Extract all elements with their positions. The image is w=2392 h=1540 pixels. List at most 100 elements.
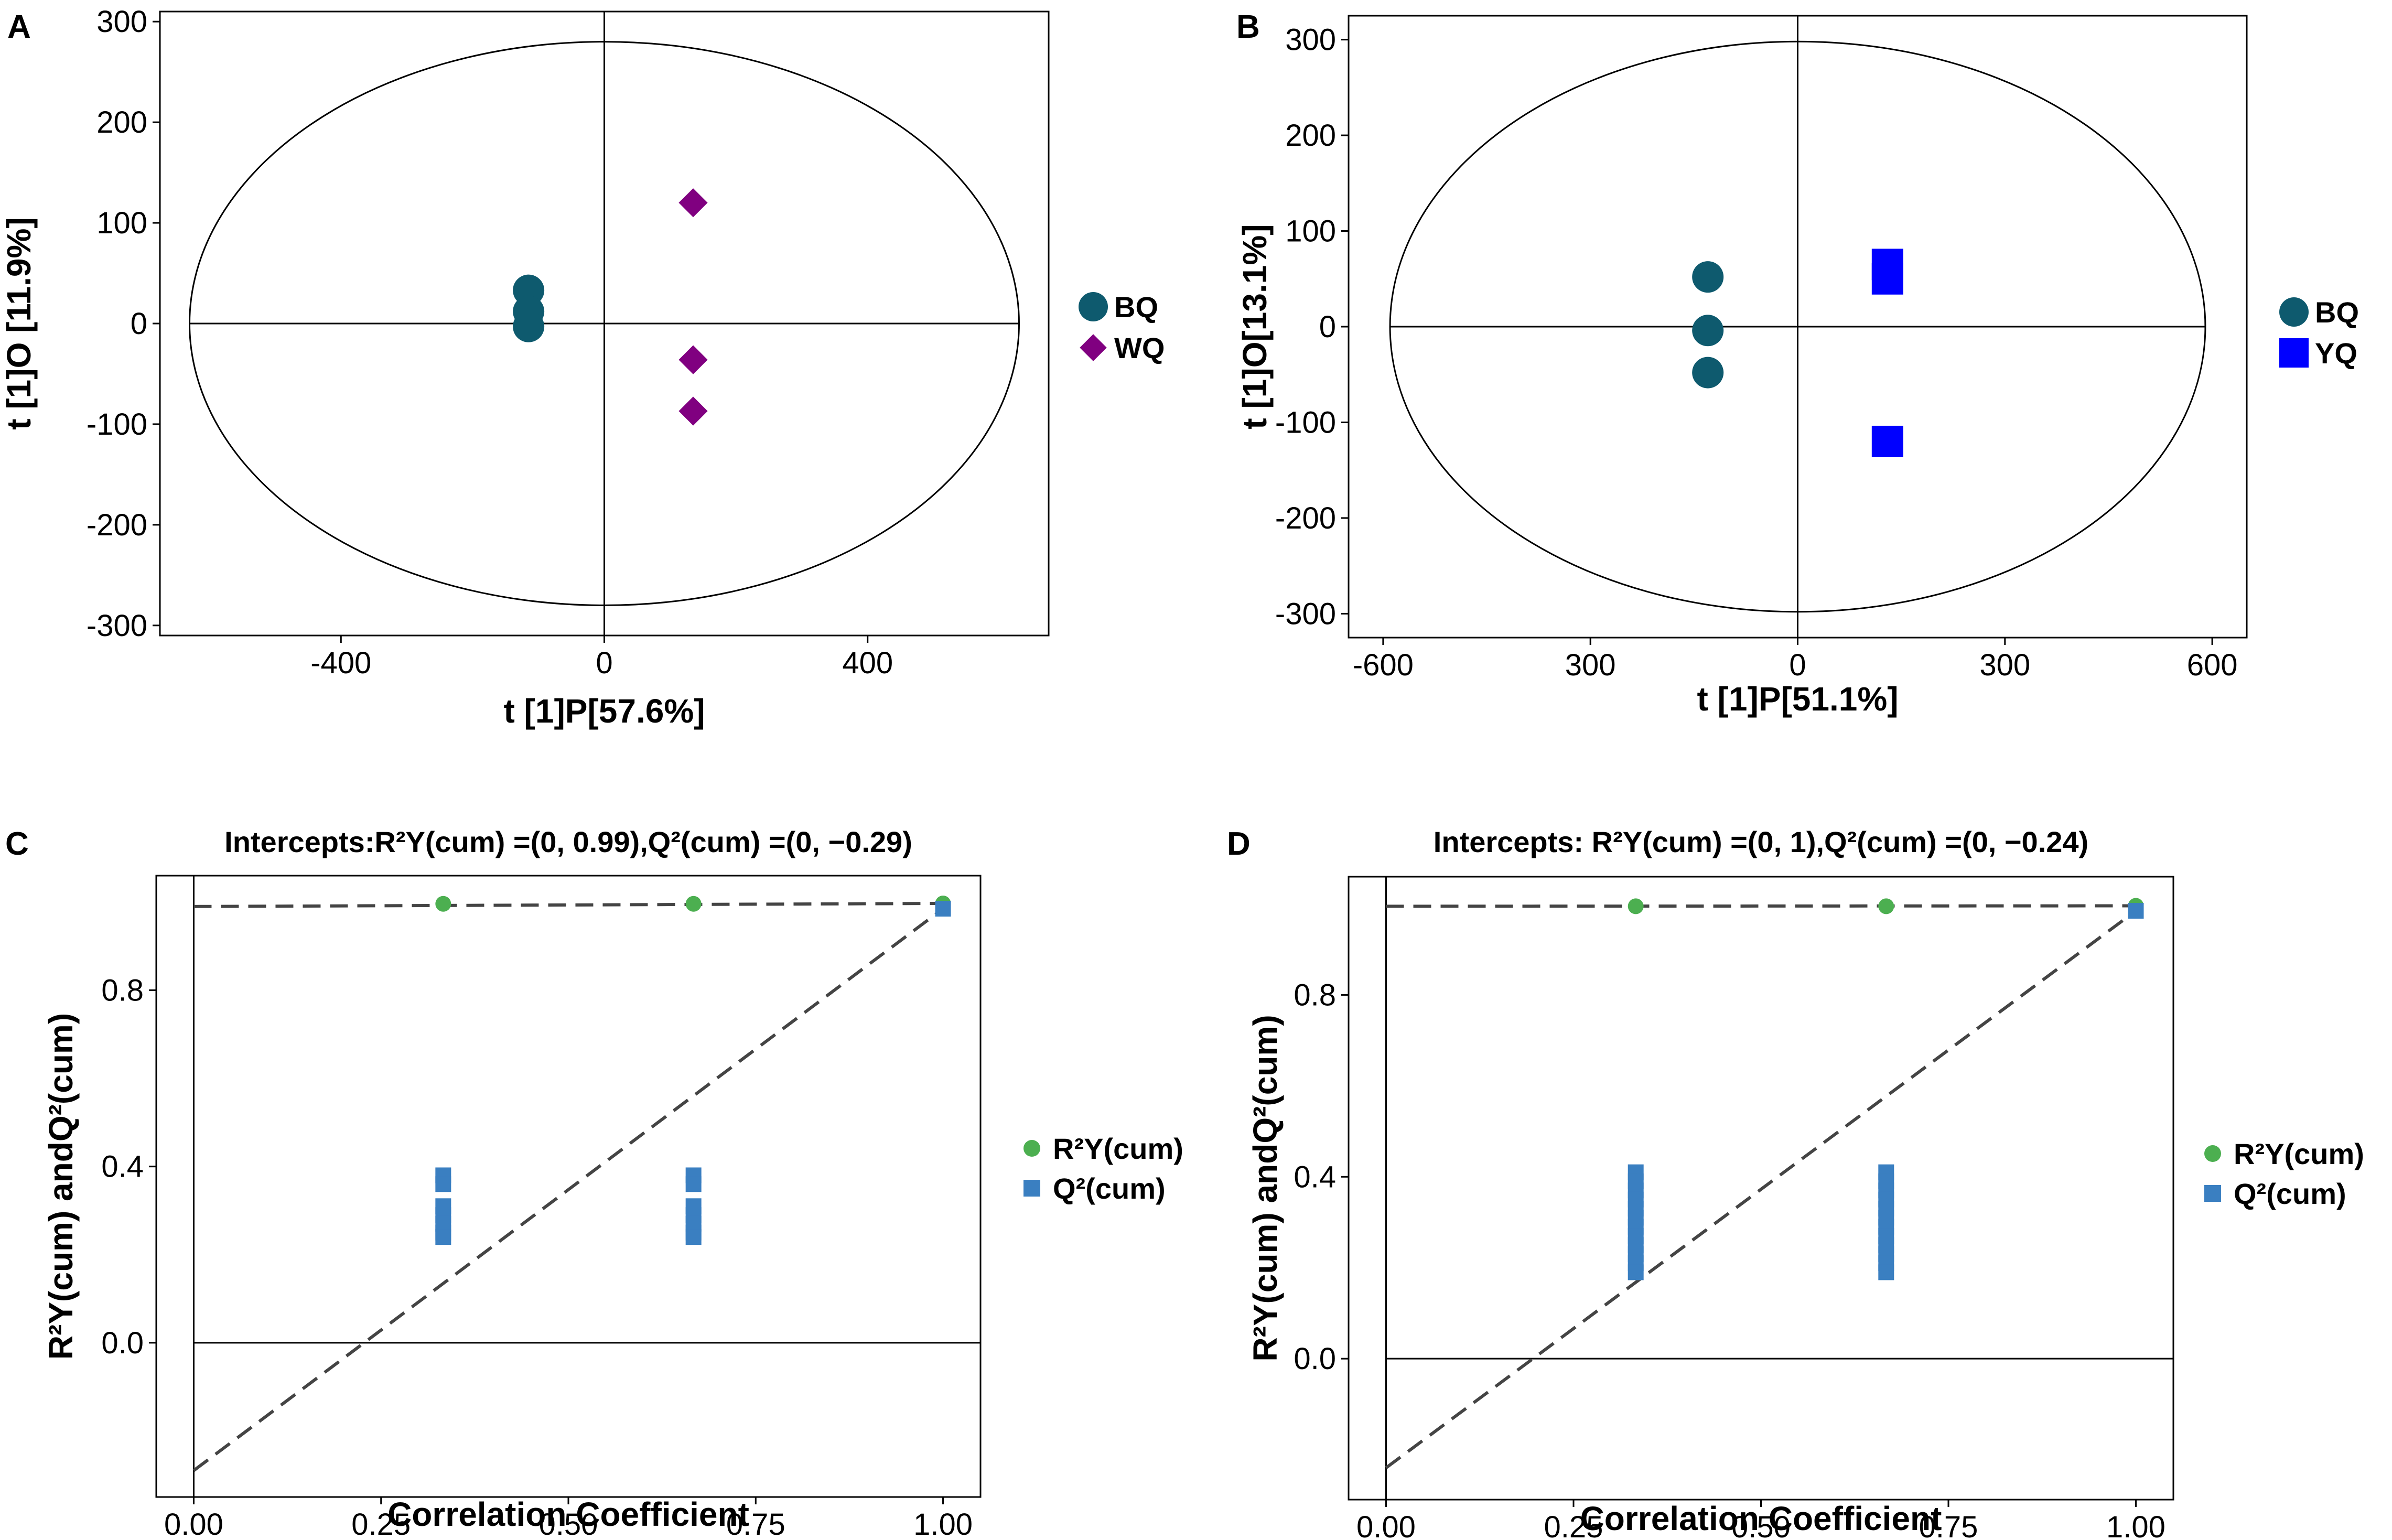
- plot-frame: [155, 875, 982, 1498]
- legend-label: R²Y(cum): [2234, 1137, 2364, 1170]
- data-point: [678, 345, 708, 374]
- y-axis-label: R²Y(cum) andQ²(cum): [1246, 1015, 1284, 1361]
- x-tick-label: 0.00: [1356, 1510, 1416, 1540]
- plot-title: Intercepts: R²Y(cum) =(0, 1),Q²(cum) =(0…: [1434, 825, 2088, 858]
- y-tick-label: 300: [96, 5, 147, 39]
- panel-c: C Intercepts:R²Y(cum) =(0, 0.99),Q²(cum) …: [5, 825, 1183, 1540]
- data-point: [1878, 1264, 1894, 1280]
- x-tick-label: 0.50: [539, 1507, 598, 1540]
- series-wq: [678, 188, 708, 426]
- data-point: [1878, 898, 1894, 914]
- legend-marker: [1023, 1140, 1040, 1157]
- y-tick-label: 0.0: [1294, 1342, 1336, 1376]
- x-tick-label: 0: [1789, 648, 1806, 682]
- x-axis-label: Correlation Coefficient: [387, 1495, 749, 1533]
- x-tick-label: 300: [1979, 648, 2030, 682]
- series-rycum: [1628, 898, 2144, 914]
- x-tick-label: -600: [1353, 648, 1414, 682]
- y-tick-label: -300: [87, 609, 147, 643]
- panel-letter: B: [1236, 9, 1260, 45]
- y-tick-label: 0.0: [101, 1326, 144, 1360]
- y-tick-label: 300: [1285, 23, 1336, 57]
- legend-label: Q²(cum): [2234, 1177, 2346, 1210]
- y-tick-label: -200: [1275, 501, 1336, 535]
- data-point: [2128, 903, 2144, 919]
- confidence-ellipse: [1389, 40, 2206, 613]
- regression-line-q2: [192, 907, 944, 1472]
- x-tick-label: 0.50: [1731, 1510, 1791, 1540]
- y-tick-label: 100: [1285, 214, 1336, 249]
- x-tick-label: 0.25: [351, 1507, 411, 1540]
- data-point: [435, 896, 451, 912]
- y-axis-label: t [1]O[13.1%]: [1236, 224, 1274, 429]
- data-point: [685, 1176, 702, 1192]
- legend-label: YQ: [2315, 337, 2357, 370]
- x-tick-label: 0.75: [726, 1507, 785, 1540]
- x-tick-label: 0: [596, 646, 612, 680]
- panel-letter: C: [5, 826, 29, 862]
- panel-letter: A: [7, 9, 31, 45]
- y-tick-label: -100: [87, 407, 147, 441]
- data-point: [1871, 425, 1903, 457]
- x-tick-label: -400: [310, 646, 371, 680]
- data-point: [435, 1229, 451, 1245]
- legend-label: R²Y(cum): [1053, 1132, 1183, 1165]
- plot-title: Intercepts:R²Y(cum) =(0, 0.99),Q²(cum) =…: [224, 825, 912, 858]
- data-point: [435, 1176, 451, 1192]
- regression-line-q2: [1385, 909, 2137, 1469]
- y-tick-label: 0.4: [101, 1150, 144, 1184]
- legend-marker: [2204, 1145, 2221, 1162]
- legend-label: WQ: [1114, 331, 1165, 364]
- legend-label: BQ: [1114, 290, 1158, 324]
- series-bq: [1692, 261, 1724, 389]
- y-tick-label: 0: [1319, 310, 1336, 344]
- legend-label: BQ: [2315, 296, 2359, 329]
- legend-marker: [1023, 1180, 1040, 1197]
- y-tick-label: 200: [96, 105, 147, 139]
- panel-d: D Intercepts: R²Y(cum) =(0, 1),Q²(cum) =(…: [1227, 825, 2364, 1540]
- data-point: [1628, 898, 1644, 914]
- panel-a: A -400 0 400 -300 -200 -100 0 100 200 300 t [1]P[57…: [0, 5, 1165, 730]
- y-tick-label: 0.8: [101, 974, 144, 1008]
- x-tick-label: 1.00: [2106, 1510, 2165, 1540]
- data-point: [685, 1229, 702, 1245]
- legend-marker: [1080, 334, 1107, 361]
- data-point: [1628, 1264, 1644, 1280]
- x-tick-label: 600: [2187, 648, 2238, 682]
- y-tick-label: -100: [1275, 405, 1336, 439]
- data-point: [1692, 357, 1724, 389]
- y-tick-label: 0.4: [1294, 1160, 1336, 1194]
- x-axis-label: t [1]P[51.1%]: [1697, 680, 1898, 718]
- y-axis-label: t [1]O [11.9%]: [0, 217, 38, 429]
- y-tick-label: -300: [1275, 597, 1336, 631]
- data-point: [678, 396, 708, 426]
- legend-label: Q²(cum): [1053, 1172, 1166, 1205]
- confidence-ellipse: [189, 41, 1020, 606]
- data-point: [935, 901, 951, 917]
- y-tick-label: 0: [131, 307, 147, 341]
- x-tick-label: 400: [842, 646, 893, 680]
- x-tick-label: 0.75: [1919, 1510, 1978, 1540]
- x-tick-label: 300: [1565, 648, 1616, 682]
- data-point: [1692, 315, 1724, 347]
- series-qcum: [1628, 903, 2144, 1280]
- x-axis-label: Correlation Coefficient: [1580, 1500, 1942, 1537]
- data-point: [685, 896, 702, 912]
- regression-line-r2y: [193, 901, 943, 908]
- x-tick-label: 0.00: [164, 1507, 223, 1540]
- series-yq: [1871, 249, 1903, 457]
- y-tick-label: 200: [1285, 119, 1336, 153]
- legend-marker: [2279, 297, 2309, 327]
- x-tick-label: 0.25: [1544, 1510, 1603, 1540]
- panel-letter: D: [1227, 826, 1251, 862]
- data-point: [678, 188, 708, 218]
- series-rycum: [435, 895, 951, 912]
- y-tick-label: 0.8: [1294, 978, 1336, 1012]
- series-qcum: [435, 901, 951, 1245]
- legend-marker: [1079, 292, 1108, 321]
- series-bq: [513, 274, 545, 342]
- data-point: [513, 310, 545, 342]
- legend-marker: [2204, 1185, 2221, 1202]
- data-point: [1871, 263, 1903, 295]
